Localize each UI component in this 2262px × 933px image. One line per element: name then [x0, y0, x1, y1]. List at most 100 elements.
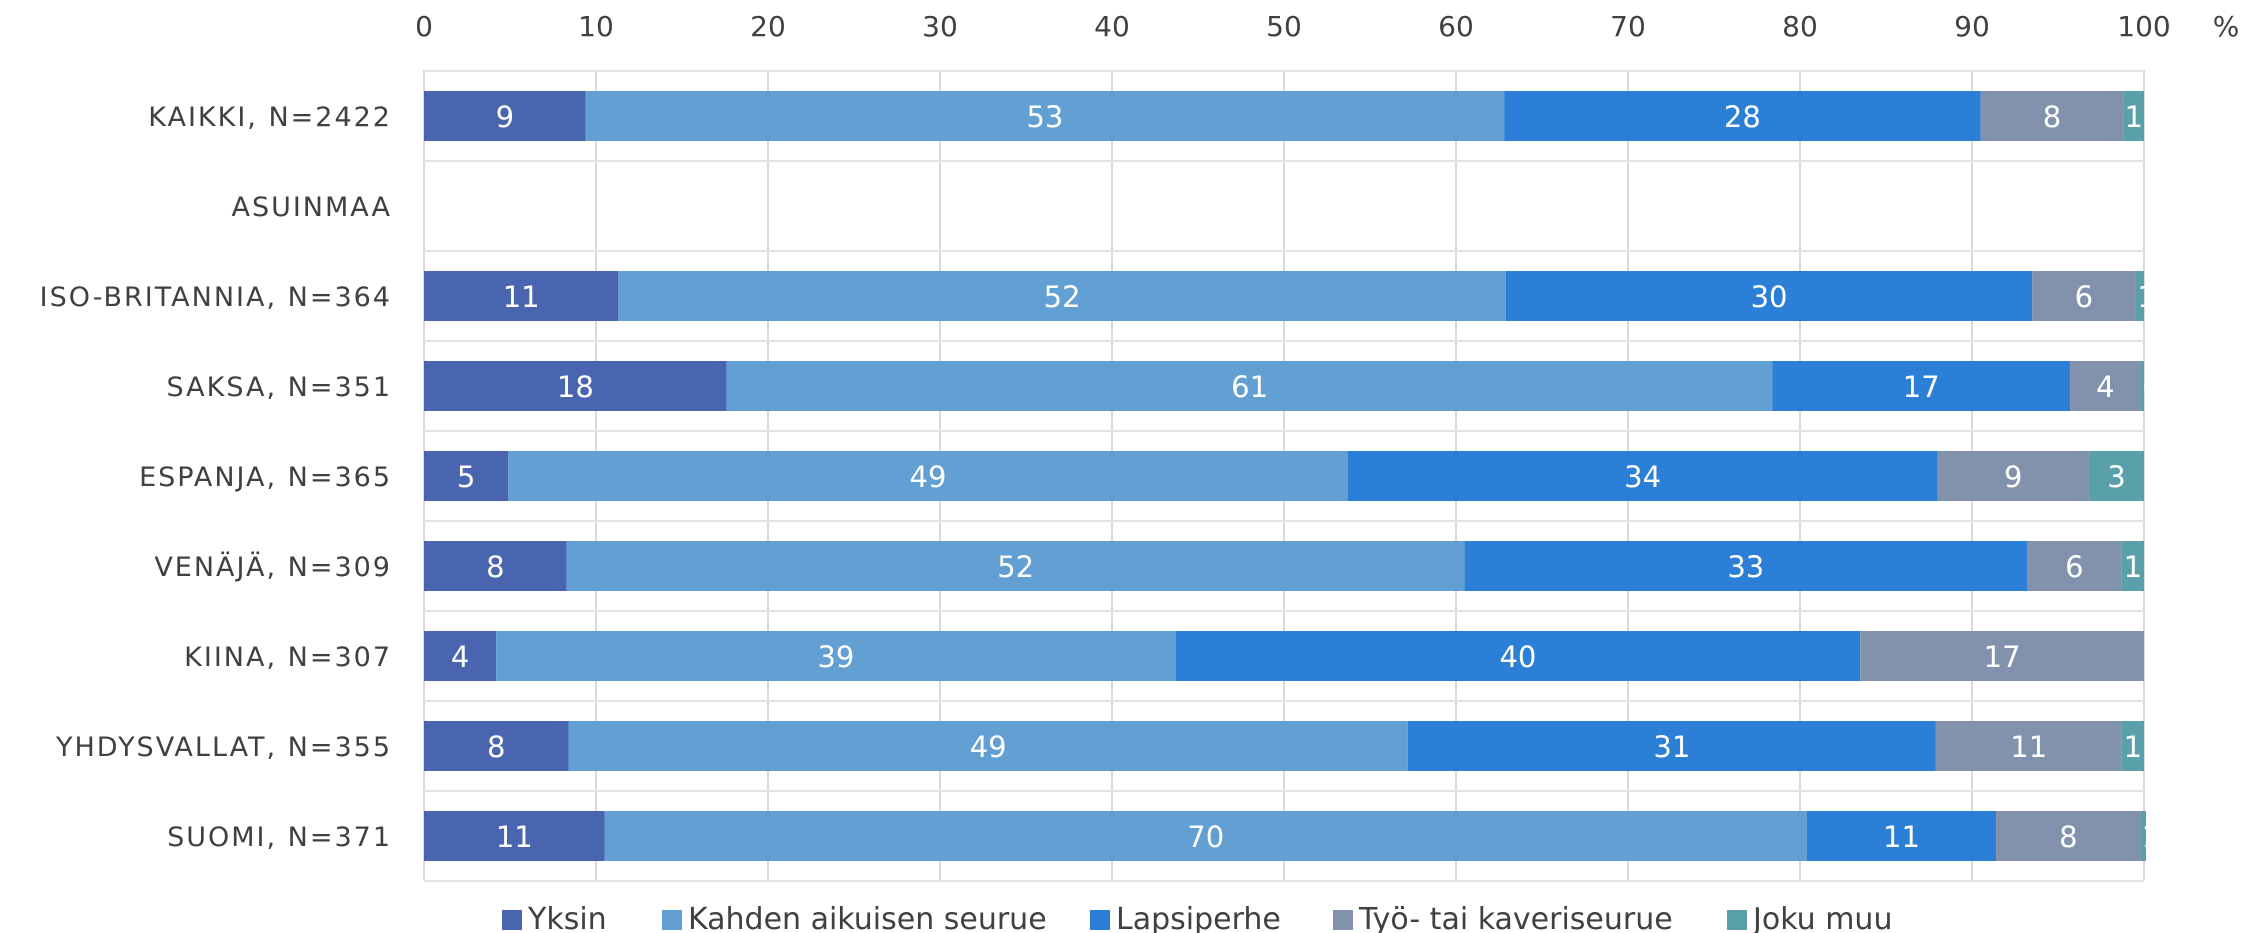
category-label: ASUINMAA	[231, 192, 392, 223]
data-label: 9	[2004, 460, 2022, 494]
data-label: 17	[1984, 640, 2021, 674]
data-label: 1	[2124, 550, 2142, 584]
bar-segment	[424, 721, 569, 771]
bar-segment	[424, 451, 509, 501]
category-label: SUOMI, N=371	[167, 822, 392, 853]
x-axis-unit-label: %	[2213, 10, 2240, 43]
data-label: 49	[910, 460, 947, 494]
category-label: KAIKKI, N=2422	[148, 102, 392, 133]
legend-swatch	[1333, 910, 1353, 930]
legend-label: Joku muu	[1751, 902, 1892, 933]
bar-segment	[1504, 91, 1981, 141]
data-label: 3	[2107, 460, 2125, 494]
category-label: KIINA, N=307	[184, 642, 392, 673]
x-tick-label: 10	[578, 10, 614, 43]
data-label: 11	[496, 820, 533, 854]
bar-segment	[2123, 91, 2144, 141]
bar-segment	[604, 811, 1807, 861]
data-label: 49	[970, 730, 1007, 764]
bar-segment	[2070, 361, 2141, 411]
bar-segment	[566, 541, 1465, 591]
x-tick-label: 40	[1094, 10, 1130, 43]
bar-segment	[424, 811, 605, 861]
data-label: 4	[2096, 370, 2114, 404]
x-tick-label: 30	[922, 10, 958, 43]
bar-segment	[1935, 721, 2122, 771]
category-label: YHDYSVALLAT, N=355	[55, 732, 392, 763]
data-label: 0	[2143, 370, 2161, 404]
legend-swatch	[1727, 910, 1747, 930]
bar-segment	[618, 271, 1506, 321]
gridlines	[423, 70, 2145, 882]
data-label: 11	[1883, 820, 1920, 854]
legend-label: Lapsiperhe	[1116, 902, 1281, 933]
data-label: 1	[2124, 730, 2142, 764]
data-label: 61	[1231, 370, 1268, 404]
data-label: 8	[487, 730, 505, 764]
data-label: 34	[1624, 460, 1661, 494]
x-tick-label: 50	[1266, 10, 1302, 43]
x-tick-label: 90	[1954, 10, 1990, 43]
bar-segment	[424, 361, 727, 411]
data-label: 39	[817, 640, 854, 674]
legend-label: Kahden aikuisen seurue	[688, 902, 1047, 933]
x-tick-label: 70	[1610, 10, 1646, 43]
bar-segment	[585, 91, 1505, 141]
legend: Yksin Kahden aikuisen seurue Lapsiperhe Työ…	[502, 902, 1892, 933]
data-label: 8	[486, 550, 504, 584]
x-tick-label: 0	[415, 10, 433, 43]
data-label: 9	[496, 100, 514, 134]
bar-segment	[1937, 451, 2089, 501]
bar-segment	[2121, 541, 2144, 591]
data-label: 11	[503, 280, 540, 314]
data-label: 53	[1026, 100, 1063, 134]
legend-label: Yksin	[527, 902, 607, 933]
category-labels: KAIKKI, N=2422 ASUINMAA ISO-BRITANNIA, N=3…	[40, 102, 392, 853]
bar-segment	[2135, 271, 2144, 321]
x-tick-label: 60	[1438, 10, 1474, 43]
data-label: 17	[1903, 370, 1940, 404]
bar-segment	[1806, 811, 1997, 861]
bar-segment	[1505, 271, 2033, 321]
data-label: 30	[1751, 280, 1788, 314]
bar-segment	[726, 361, 1773, 411]
data-label: 8	[2043, 100, 2061, 134]
data-label: 28	[1724, 100, 1761, 134]
bars: 9 53 28 8 111 52 30 6 118 61 17 4 05 49 34 9 38 52 33 6 14 39…	[424, 91, 2161, 861]
bar-segment	[1772, 361, 2071, 411]
legend-swatch	[662, 910, 682, 930]
bar-segment	[1464, 541, 2028, 591]
bar-segment	[2027, 541, 2122, 591]
legend-swatch	[502, 910, 522, 930]
bar-segment	[1347, 451, 1938, 501]
legend-swatch	[1090, 910, 1110, 930]
bar-segment	[1175, 631, 1861, 681]
data-label: 70	[1187, 820, 1224, 854]
data-label: 6	[2075, 280, 2093, 314]
data-label: 52	[997, 550, 1034, 584]
category-label: VENÄJÄ, N=309	[154, 551, 392, 583]
data-label: 33	[1727, 550, 1764, 584]
data-label: 1	[2124, 100, 2142, 134]
x-tick-label: 80	[1782, 10, 1818, 43]
data-label: 5	[457, 460, 475, 494]
bar-segment	[1407, 721, 1936, 771]
bar-segment	[1980, 91, 2124, 141]
data-label: 6	[2065, 550, 2083, 584]
data-label: 31	[1653, 730, 1690, 764]
data-label: 40	[1499, 640, 1536, 674]
bar-segment	[1996, 811, 2141, 861]
data-label: 8	[2059, 820, 2077, 854]
category-label: SAKSA, N=351	[167, 372, 392, 403]
bar-segment	[2140, 361, 2144, 411]
bar-segment	[568, 721, 1408, 771]
data-label: 18	[557, 370, 594, 404]
category-label: ISO-BRITANNIA, N=364	[40, 282, 392, 313]
bar-segment	[2121, 721, 2144, 771]
category-label: ESPANJA, N=365	[139, 462, 392, 493]
bar-segment	[424, 541, 567, 591]
bar-segment	[2032, 271, 2136, 321]
x-axis-ticks: 0 10 20 30 40 50 60 70 80 90 100	[415, 10, 2171, 43]
data-label: 1	[2142, 820, 2160, 854]
bar-segment	[1860, 631, 2144, 681]
